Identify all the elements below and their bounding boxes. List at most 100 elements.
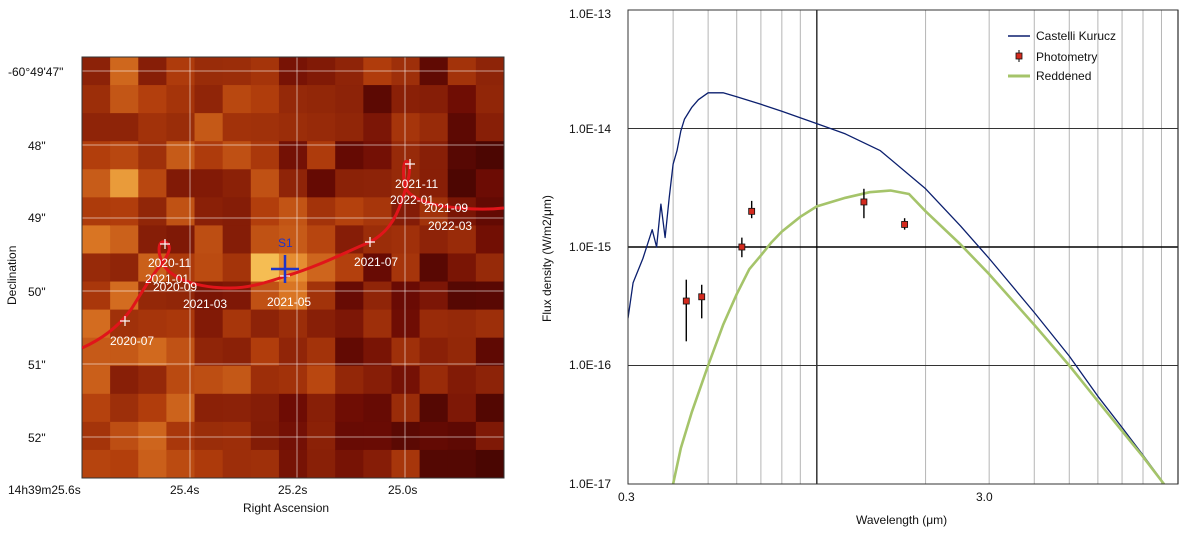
epoch-label-2022-03: 2022-03 <box>428 219 472 233</box>
heatmap-cell <box>475 449 504 478</box>
heatmap-cell <box>194 337 224 367</box>
heatmap-cell <box>335 365 364 395</box>
sed-frame <box>627 9 1179 485</box>
heatmap-cell <box>194 365 224 395</box>
heatmap-cell <box>475 113 504 142</box>
heatmap-cell <box>82 365 111 395</box>
epoch-label-2020-11: 2020-11 <box>148 256 191 270</box>
heatmap-cell <box>363 449 393 478</box>
heatmap-cell <box>335 253 364 283</box>
heatmap-cell <box>110 169 139 198</box>
heatmap-cell <box>138 393 167 423</box>
heatmap-cell <box>82 449 111 478</box>
heatmap-cell <box>110 225 139 255</box>
y-tick-1e-14: 1.0E-14 <box>569 122 611 136</box>
y-tick-1e-15: 1.0E-15 <box>569 240 611 254</box>
heatmap-cell <box>278 169 308 198</box>
heatmap-cell <box>335 197 364 226</box>
heatmap-cell <box>335 337 364 367</box>
heatmap-cell <box>250 449 280 478</box>
sed-x-ticks: 0.3 3.0 <box>618 490 993 504</box>
epoch-label-2022-01: 2022-01 <box>390 193 434 207</box>
heatmap-cell <box>138 421 167 451</box>
legend-label-reddened: Reddened <box>1036 69 1091 83</box>
heatmap-cell <box>391 281 421 311</box>
heatmap-cell <box>475 169 504 198</box>
sed-x-label: Wavelength (μm) <box>856 513 947 527</box>
heatmap-cell <box>391 225 421 255</box>
heatmap-cell <box>166 113 196 142</box>
image-x-label: Right Ascension <box>243 501 329 515</box>
legend-swatch-photometry <box>1015 52 1023 60</box>
heatmap-cell <box>110 337 139 367</box>
heatmap-cell <box>194 393 224 423</box>
heatmap-cell <box>475 225 504 255</box>
heatmap-cell <box>335 113 364 142</box>
epoch-labels: 2020-07 2020-09 2020-11 2021-01 2021-03 … <box>110 177 472 348</box>
heatmap-cell <box>166 225 196 255</box>
heatmap-cell <box>363 337 393 367</box>
heatmap-cell <box>363 281 393 311</box>
heatmap-cell <box>166 421 196 451</box>
heatmap-cell <box>307 309 336 339</box>
heatmap-cell <box>419 169 449 198</box>
heatmap-cell <box>335 393 364 423</box>
heatmap-cell <box>250 421 280 451</box>
heatmap-cell <box>335 85 364 114</box>
heatmap-cell <box>447 197 477 226</box>
heatmap-cell <box>110 365 139 395</box>
image-frame <box>81 56 505 479</box>
heatmap-cell <box>110 449 139 478</box>
epoch-label-2021-07: 2021-07 <box>354 255 398 269</box>
heatmap-cell <box>222 421 252 451</box>
image-y-label: Declination <box>5 246 19 305</box>
sed-series <box>628 92 1166 484</box>
heatmap-cell <box>250 113 280 142</box>
heatmap-cell <box>82 141 111 170</box>
heatmap-cell <box>363 85 393 114</box>
heatmap-cell <box>475 85 504 114</box>
epoch-label-2021-01: 2021-01 <box>145 272 189 286</box>
heatmap-cell <box>166 449 196 478</box>
heatmap-cell <box>82 393 111 423</box>
heatmap-cell <box>307 141 336 170</box>
heatmap-cell <box>391 253 421 283</box>
photometry-point <box>748 207 756 215</box>
heatmap-cell <box>391 449 421 478</box>
heatmap-cell <box>475 197 504 226</box>
heatmap-cell <box>391 141 421 170</box>
heatmap-cell <box>194 85 224 114</box>
heatmap-cell <box>278 337 308 367</box>
heatmap-cell <box>307 449 336 478</box>
heatmap-cell <box>222 309 252 339</box>
heatmap-cell <box>194 309 224 339</box>
heatmap-cell <box>335 309 364 339</box>
heatmap-cell <box>419 421 449 451</box>
heatmap-cell <box>166 169 196 198</box>
heatmap-cell <box>222 197 252 226</box>
heatmap-cell <box>363 253 393 283</box>
heatmap-cell <box>166 393 196 423</box>
y-tick-1e-13: 1.0E-13 <box>569 7 611 21</box>
heatmap-cell <box>447 253 477 283</box>
heatmap-cell <box>307 169 336 198</box>
heatmap-cell <box>278 309 308 339</box>
heatmap-cell <box>447 421 477 451</box>
heatmap-cell <box>82 225 111 255</box>
heatmap-cell <box>419 337 449 367</box>
heatmap-cell <box>419 113 449 142</box>
heatmap-cell <box>391 421 421 451</box>
heatmap-cell <box>194 113 224 142</box>
heatmap-cell <box>222 449 252 478</box>
heatmap-cell <box>278 281 308 311</box>
image-y-ticks: -60°49'47" 48" 49" 50" 51" 52" <box>8 65 63 445</box>
heatmap-cell <box>138 365 167 395</box>
heatmap-cell <box>475 393 504 423</box>
heatmap-cell <box>250 309 280 339</box>
heatmap-cell <box>475 253 504 283</box>
heatmap-cell <box>307 113 336 142</box>
heatmap-cell <box>335 281 364 311</box>
heatmap-cell <box>447 309 477 339</box>
heatmap-cell <box>391 393 421 423</box>
image-panel: S1 2020-07 2020-09 2020-11 2021-01 2021-… <box>5 56 505 515</box>
